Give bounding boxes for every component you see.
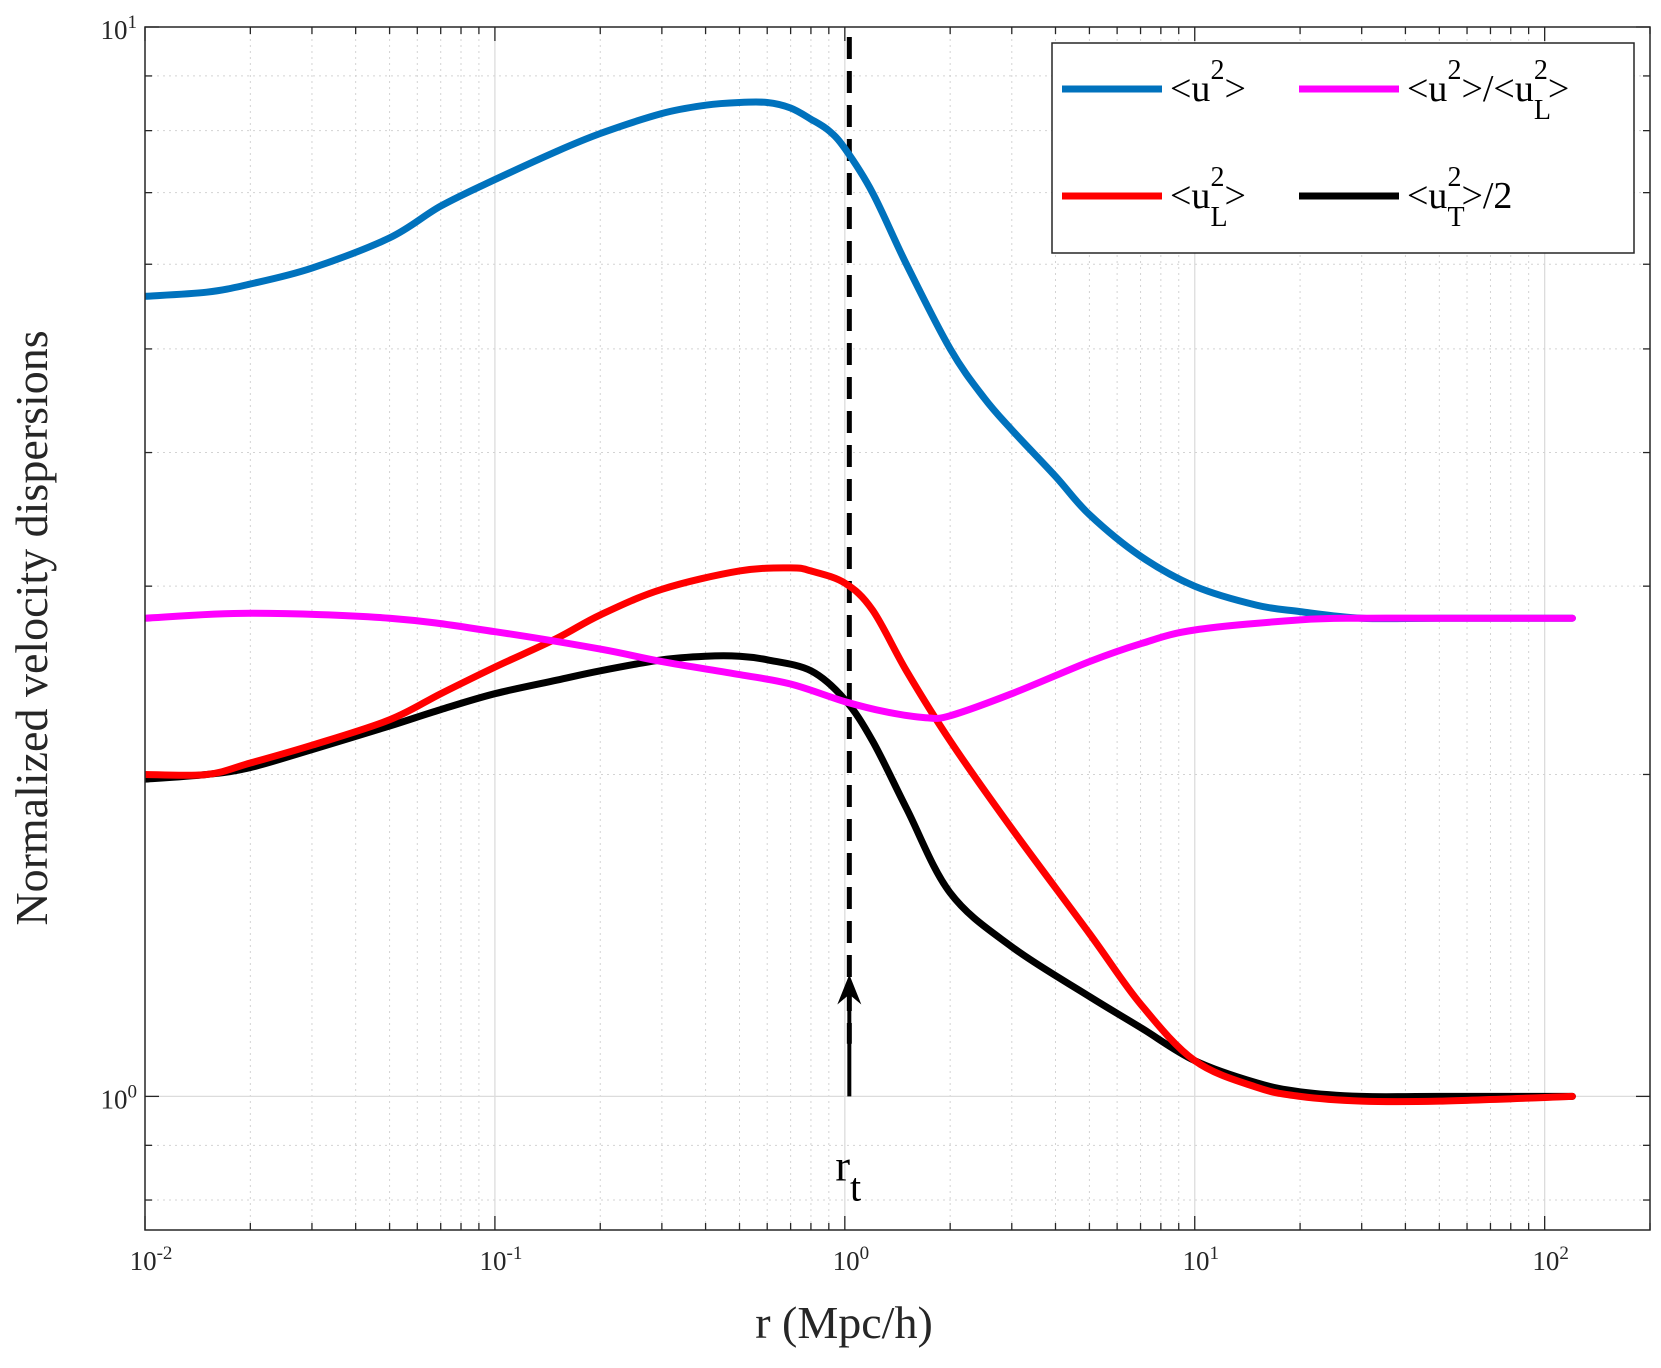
x-tick-label: 10-2 [130, 1243, 173, 1276]
legend-text-part: > [1548, 68, 1569, 110]
series-line-0 [145, 98, 1576, 623]
tick-exponent: 1 [1209, 1243, 1219, 1264]
legend-subscript: L [1534, 95, 1551, 126]
series-line-2 [145, 564, 1576, 1106]
threshold-arrow-head [837, 974, 862, 1005]
legend-text-part: > [1224, 175, 1245, 217]
legend-box [1051, 42, 1635, 254]
plot-frame [144, 26, 1651, 1231]
legend: <u2> <u2>/<uL2><uL2> <uT2>/2 [1051, 42, 1635, 254]
tick-exponent: 2 [1559, 1243, 1569, 1264]
legend-subscript: L [1210, 202, 1227, 233]
legend-superscript: 2 [1534, 55, 1548, 86]
legend-text-part: <u [1170, 68, 1210, 110]
tick-exponent: 0 [860, 1243, 870, 1264]
tick-exponent: 0 [128, 1081, 138, 1102]
legend-text-part: <u [1407, 175, 1447, 217]
tick-base: 10 [480, 1246, 507, 1276]
annotations: rt [835, 37, 862, 1209]
y-tick-label: 100 [101, 1081, 138, 1114]
y-axis-label: Normalized velocity dispersions [6, 330, 57, 925]
legend-superscript: 2 [1210, 55, 1224, 86]
series-lines [145, 98, 1576, 1106]
tick-exponent: -1 [507, 1243, 523, 1264]
label-text: r [835, 1141, 850, 1190]
y-tick-label: 101 [101, 12, 138, 45]
x-axis-label: r (Mpc/h) [755, 1297, 933, 1348]
tick-exponent: 1 [128, 12, 138, 33]
legend-superscript: 2 [1210, 162, 1224, 193]
x-tick-label: 10-1 [480, 1243, 523, 1276]
legend-label: <u2>/<uL2> [1407, 55, 1569, 126]
legend-superscript: 2 [1447, 55, 1461, 86]
tick-base: 10 [101, 15, 128, 45]
tick-base: 10 [1532, 1246, 1559, 1276]
tick-base: 10 [101, 1084, 128, 1114]
legend-label: <u2> [1170, 55, 1246, 110]
legend-text-part: <u [1407, 68, 1447, 110]
legend-text-part: >/2 [1461, 175, 1512, 217]
legend-superscript: 2 [1447, 162, 1461, 193]
legend-label: <uL 2> [1170, 162, 1246, 233]
legend-text-part: > [1224, 68, 1245, 110]
tick-exponent: -2 [157, 1243, 173, 1264]
x-tick-label: 101 [1182, 1243, 1219, 1276]
x-tick-label: 100 [833, 1243, 870, 1276]
legend-text-part: <u [1170, 175, 1210, 217]
x-tick-labels: 10-2 10-1 100 101 102 [130, 1243, 1569, 1276]
tick-base: 10 [1182, 1246, 1209, 1276]
label-subscript: t [850, 1164, 861, 1209]
legend-text-part: >/<u [1461, 68, 1533, 110]
series-line-1 [145, 609, 1576, 722]
tick-base: 10 [130, 1246, 157, 1276]
legend-label: <uT 2>/2 [1407, 162, 1512, 233]
series-line-3 [145, 652, 1576, 1101]
tick-base: 10 [833, 1246, 860, 1276]
legend-subscript: T [1447, 202, 1464, 233]
x-tick-label: 102 [1532, 1243, 1569, 1276]
threshold-label: rt [835, 1141, 861, 1209]
